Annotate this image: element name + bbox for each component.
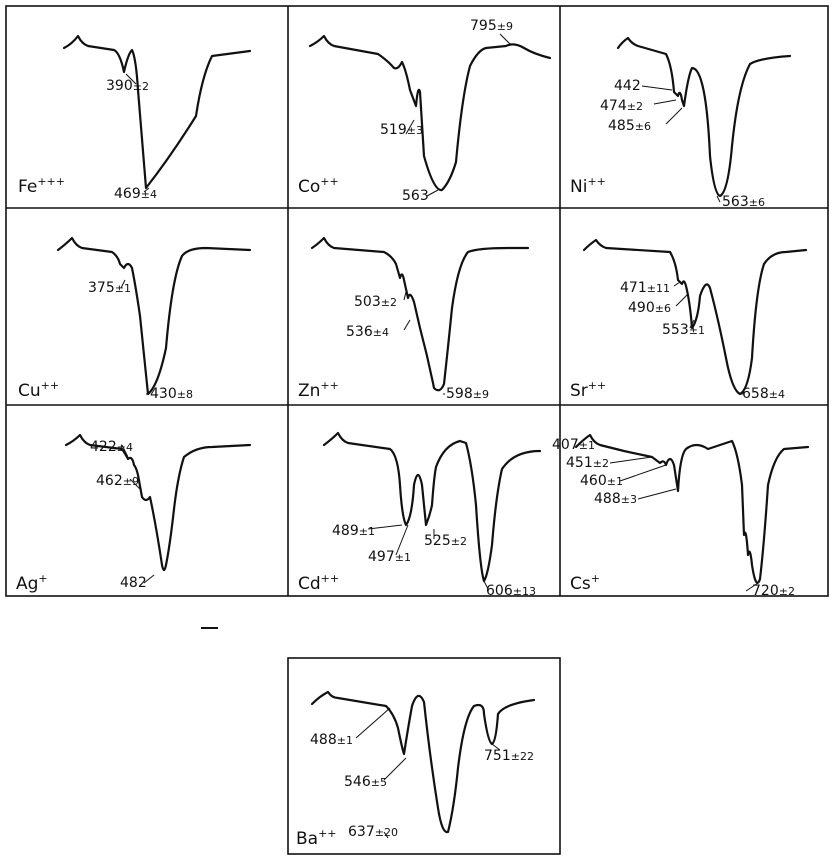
peak-leader xyxy=(665,107,683,125)
peak-label: 471±11 xyxy=(620,280,670,296)
panel-zn: Zn++ 503±2 536±4 598±9 xyxy=(298,236,530,402)
peak-leader xyxy=(367,524,403,530)
panel-fe: Fe+++ 390±2 469±4 xyxy=(18,34,252,202)
peak-label: 637±20 xyxy=(348,824,398,840)
peak-leader xyxy=(637,488,677,500)
peak-label: 488±3 xyxy=(594,491,637,507)
peak-leader xyxy=(673,281,681,287)
peak-leader xyxy=(483,580,489,590)
ion-label: Co++ xyxy=(298,175,339,197)
peak-label: 469±4 xyxy=(114,186,157,202)
peak-leader xyxy=(383,831,389,839)
peak-leader xyxy=(143,187,150,193)
ion-label: Zn++ xyxy=(298,379,339,401)
peak-leader xyxy=(403,291,407,301)
panel-ag: Ag+ 422±4 462±9 482 xyxy=(16,433,252,594)
peak-label: 482 xyxy=(120,575,147,591)
peak-leader xyxy=(355,707,391,739)
peak-leader xyxy=(125,73,137,85)
peak-leader xyxy=(745,582,759,592)
peak-label: 536±4 xyxy=(346,324,389,340)
series-line-ag xyxy=(64,433,252,572)
peak-label: 375±1 xyxy=(88,280,131,296)
ion-label: Ba++ xyxy=(296,827,337,849)
peak-leader xyxy=(426,189,439,197)
peak-label: 474±2 xyxy=(600,98,643,114)
peak-leader xyxy=(653,99,677,105)
peak-leader xyxy=(499,33,511,45)
ba-frame xyxy=(287,657,561,855)
peak-label: 525±2 xyxy=(424,533,467,549)
peak-leader xyxy=(129,478,141,490)
peak-leader xyxy=(716,195,721,203)
peak-label: 553±1 xyxy=(662,322,705,338)
panel-sr: Sr++ 471±11 490±6 553±1 658±4 xyxy=(570,238,808,402)
peak-label: 488±1 xyxy=(310,732,353,748)
series-line-cs xyxy=(574,433,810,584)
peak-leader xyxy=(383,757,407,781)
peak-label: 430±8 xyxy=(150,386,193,402)
ion-label: Ag+ xyxy=(16,572,48,594)
peak-leader xyxy=(143,574,155,584)
peak-label: 519±3 xyxy=(380,122,423,138)
series-line-cu xyxy=(56,236,252,396)
peak-label: 720±2 xyxy=(752,583,795,599)
panel-cd: Cd++ 489±1 497±1 525±2 606±13 xyxy=(298,431,542,599)
series-line-cd xyxy=(322,431,542,583)
peak-label: 563 xyxy=(402,188,429,204)
peak-leader xyxy=(405,119,415,135)
peak-leader xyxy=(395,524,409,556)
peak-label: 462±9 xyxy=(96,473,139,489)
peak-leader xyxy=(121,444,129,458)
peak-label: 563±6 xyxy=(722,194,765,210)
peak-leader xyxy=(403,319,411,331)
ion-label: Cu++ xyxy=(18,379,59,401)
series-line-sr xyxy=(582,238,808,396)
peak-label: 407±1 xyxy=(552,437,595,453)
ion-label: Sr++ xyxy=(570,379,606,401)
peak-leader xyxy=(120,279,126,289)
ion-label: Ni++ xyxy=(570,175,606,197)
peak-label: 490±6 xyxy=(628,300,671,316)
series-line-co xyxy=(308,34,552,192)
peak-label: 485±6 xyxy=(608,118,651,134)
panel-cs: Cs+ 407±1 451±2 460±1 488±3 720±2 xyxy=(552,433,810,599)
panel-ba: Ba++ 488±1 546±5 751±22 637±20 xyxy=(296,690,536,849)
peak-label: 442 xyxy=(614,78,641,94)
series-line-fe xyxy=(62,34,252,190)
peak-leader xyxy=(689,319,695,329)
peak-label: 451±2 xyxy=(566,455,609,471)
peak-leader xyxy=(491,743,501,751)
peak-label: 795±9 xyxy=(470,18,513,34)
grid-frame xyxy=(5,5,829,597)
peak-leader xyxy=(619,464,667,482)
peak-label: 598±9 xyxy=(446,386,489,402)
peak-label: 422±4 xyxy=(90,439,133,455)
ion-label: Fe+++ xyxy=(18,175,65,197)
peak-leader xyxy=(599,444,625,452)
peak-label: 489±1 xyxy=(332,523,375,539)
panel-ni: Ni++ 442 474±2 485±6 563±6 xyxy=(570,36,792,210)
series-line-ba xyxy=(310,690,536,834)
peak-leader xyxy=(675,293,689,307)
series-line-zn xyxy=(310,236,530,392)
peak-label: 460±1 xyxy=(580,473,623,489)
peak-label: 751±22 xyxy=(484,748,534,764)
ion-label: Cs+ xyxy=(570,572,600,594)
peak-leader xyxy=(609,456,653,464)
peak-label: 546±5 xyxy=(344,774,387,790)
series-line-ni xyxy=(616,36,792,198)
peak-leader xyxy=(641,85,673,91)
peak-label: 497±1 xyxy=(368,549,411,565)
peak-label: 606±13 xyxy=(486,583,536,599)
ion-label: Cd++ xyxy=(298,572,339,594)
panel-co: Co++ 795±9 519±3 563 xyxy=(298,18,552,204)
panel-cu: Cu++ 375±1 430±8 xyxy=(18,236,252,402)
peak-label: 658±4 xyxy=(742,386,785,402)
peak-label: 390±2 xyxy=(106,78,149,94)
peak-label: 503±2 xyxy=(354,294,397,310)
